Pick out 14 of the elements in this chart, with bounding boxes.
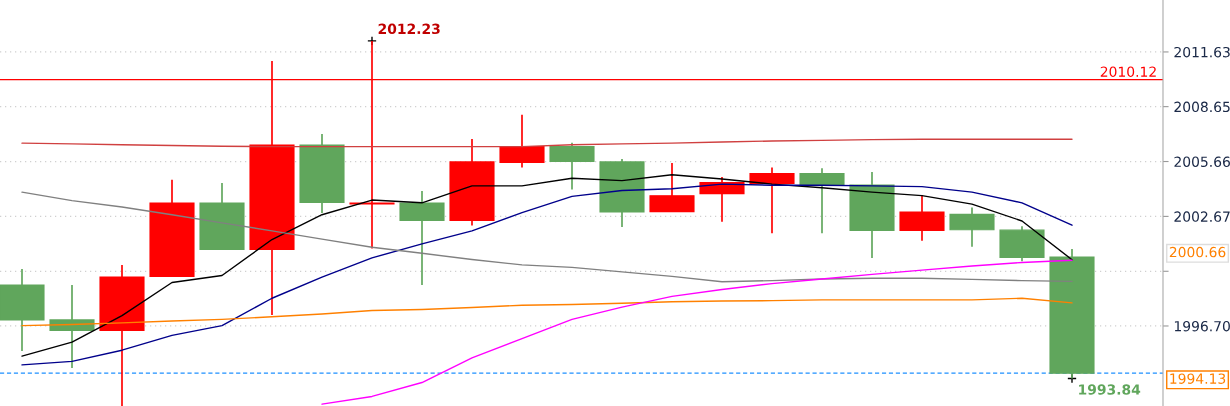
y-tick-label: 2005.66 [1174, 156, 1230, 167]
line-series [21, 138, 1073, 148]
y-tick-label: 2011.63 [1174, 46, 1230, 58]
ref-line-label: 2010.12 [1100, 66, 1156, 77]
line-series [21, 297, 1073, 327]
line-series [321, 259, 1073, 405]
ref-line-label: 1994.13 [1170, 373, 1226, 384]
annotation: 2012.23 [378, 23, 440, 35]
y-tick-label: 2008.65 [1174, 101, 1230, 113]
y-tick-label: 1996.70 [1174, 320, 1230, 332]
line-series [21, 191, 1073, 283]
y-tick-label: 2002.67 [1174, 211, 1230, 222]
annotation: 1993.84 [1079, 384, 1141, 395]
text: 2000.66 [1169, 246, 1226, 258]
